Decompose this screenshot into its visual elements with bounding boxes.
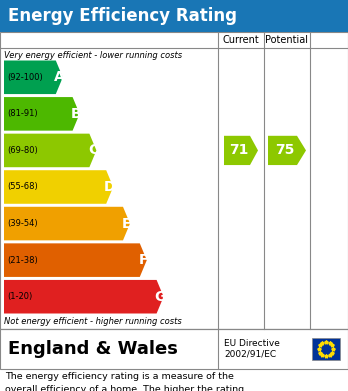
Text: Not energy efficient - higher running costs: Not energy efficient - higher running co… [4, 317, 182, 326]
Text: B: B [71, 107, 81, 121]
Text: 71: 71 [229, 143, 249, 158]
Text: D: D [104, 180, 116, 194]
Bar [0, 0, 348, 32]
Text: Potential: Potential [266, 35, 308, 45]
Text: (55-68): (55-68) [7, 183, 38, 192]
Text: England & Wales: England & Wales [8, 340, 178, 358]
Polygon shape [4, 207, 130, 240]
Text: The energy efficiency rating is a measure of the
overall efficiency of a home. T: The energy efficiency rating is a measur… [5, 372, 244, 391]
Polygon shape [4, 280, 164, 314]
Text: 75: 75 [275, 143, 294, 158]
Polygon shape [4, 134, 96, 167]
Polygon shape [4, 170, 113, 204]
Text: E: E [122, 217, 131, 231]
Text: (39-54): (39-54) [7, 219, 38, 228]
Text: (92-100): (92-100) [7, 73, 43, 82]
Text: Very energy efficient - lower running costs: Very energy efficient - lower running co… [4, 52, 182, 61]
Polygon shape [4, 243, 147, 277]
Polygon shape [4, 97, 80, 131]
Bar [0, 329, 348, 369]
Text: G: G [155, 290, 166, 304]
Text: EU Directive
2002/91/EC: EU Directive 2002/91/EC [224, 339, 280, 359]
Text: (1-20): (1-20) [7, 292, 32, 301]
Polygon shape [268, 136, 306, 165]
Text: Energy Efficiency Rating: Energy Efficiency Rating [8, 7, 237, 25]
Text: F: F [139, 253, 148, 267]
Text: (69-80): (69-80) [7, 146, 38, 155]
Text: (81-91): (81-91) [7, 109, 38, 118]
Text: (21-38): (21-38) [7, 256, 38, 265]
Text: Current: Current [223, 35, 259, 45]
Bar [312, 338, 340, 360]
Text: A: A [54, 70, 65, 84]
Polygon shape [4, 61, 63, 94]
Bar [0, 32, 348, 329]
Text: C: C [88, 143, 98, 158]
Polygon shape [224, 136, 258, 165]
